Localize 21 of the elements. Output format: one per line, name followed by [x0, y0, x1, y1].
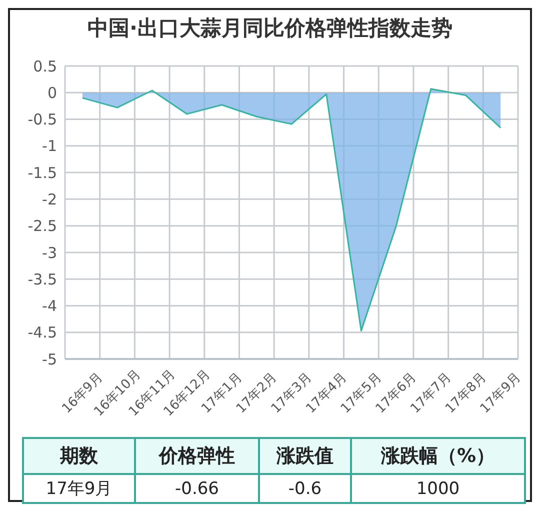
y-tick-label: -5 — [42, 350, 57, 368]
y-tick-label: -2.5 — [28, 217, 57, 236]
text: -0.6 — [259, 474, 351, 503]
y-tick-label: -1.5 — [28, 164, 57, 182]
text: 17年9月 — [23, 474, 135, 503]
y-tick-label: -3 — [42, 244, 57, 262]
text: 涨跌幅（%） — [351, 438, 525, 474]
y-tick-label: -0.5 — [28, 110, 57, 129]
text: 1000 — [351, 474, 525, 503]
y-tick-label: 0.5 — [33, 57, 57, 76]
y-tick-label: -3.5 — [28, 270, 57, 288]
text: 涨跌值 — [259, 438, 351, 474]
text: 价格弹性 — [135, 438, 259, 474]
text: 期数 — [23, 438, 135, 474]
chart-title: 中国·出口大蒜月同比价格弹性指数走势 — [86, 15, 454, 42]
text: -0.66 — [135, 474, 259, 503]
y-tick-label: -1 — [42, 137, 57, 156]
y-tick-label: 0 — [47, 84, 57, 102]
y-tick-label: -4 — [42, 297, 57, 316]
y-tick-label: -4.5 — [28, 324, 57, 342]
y-tick-label: -2 — [42, 190, 57, 209]
